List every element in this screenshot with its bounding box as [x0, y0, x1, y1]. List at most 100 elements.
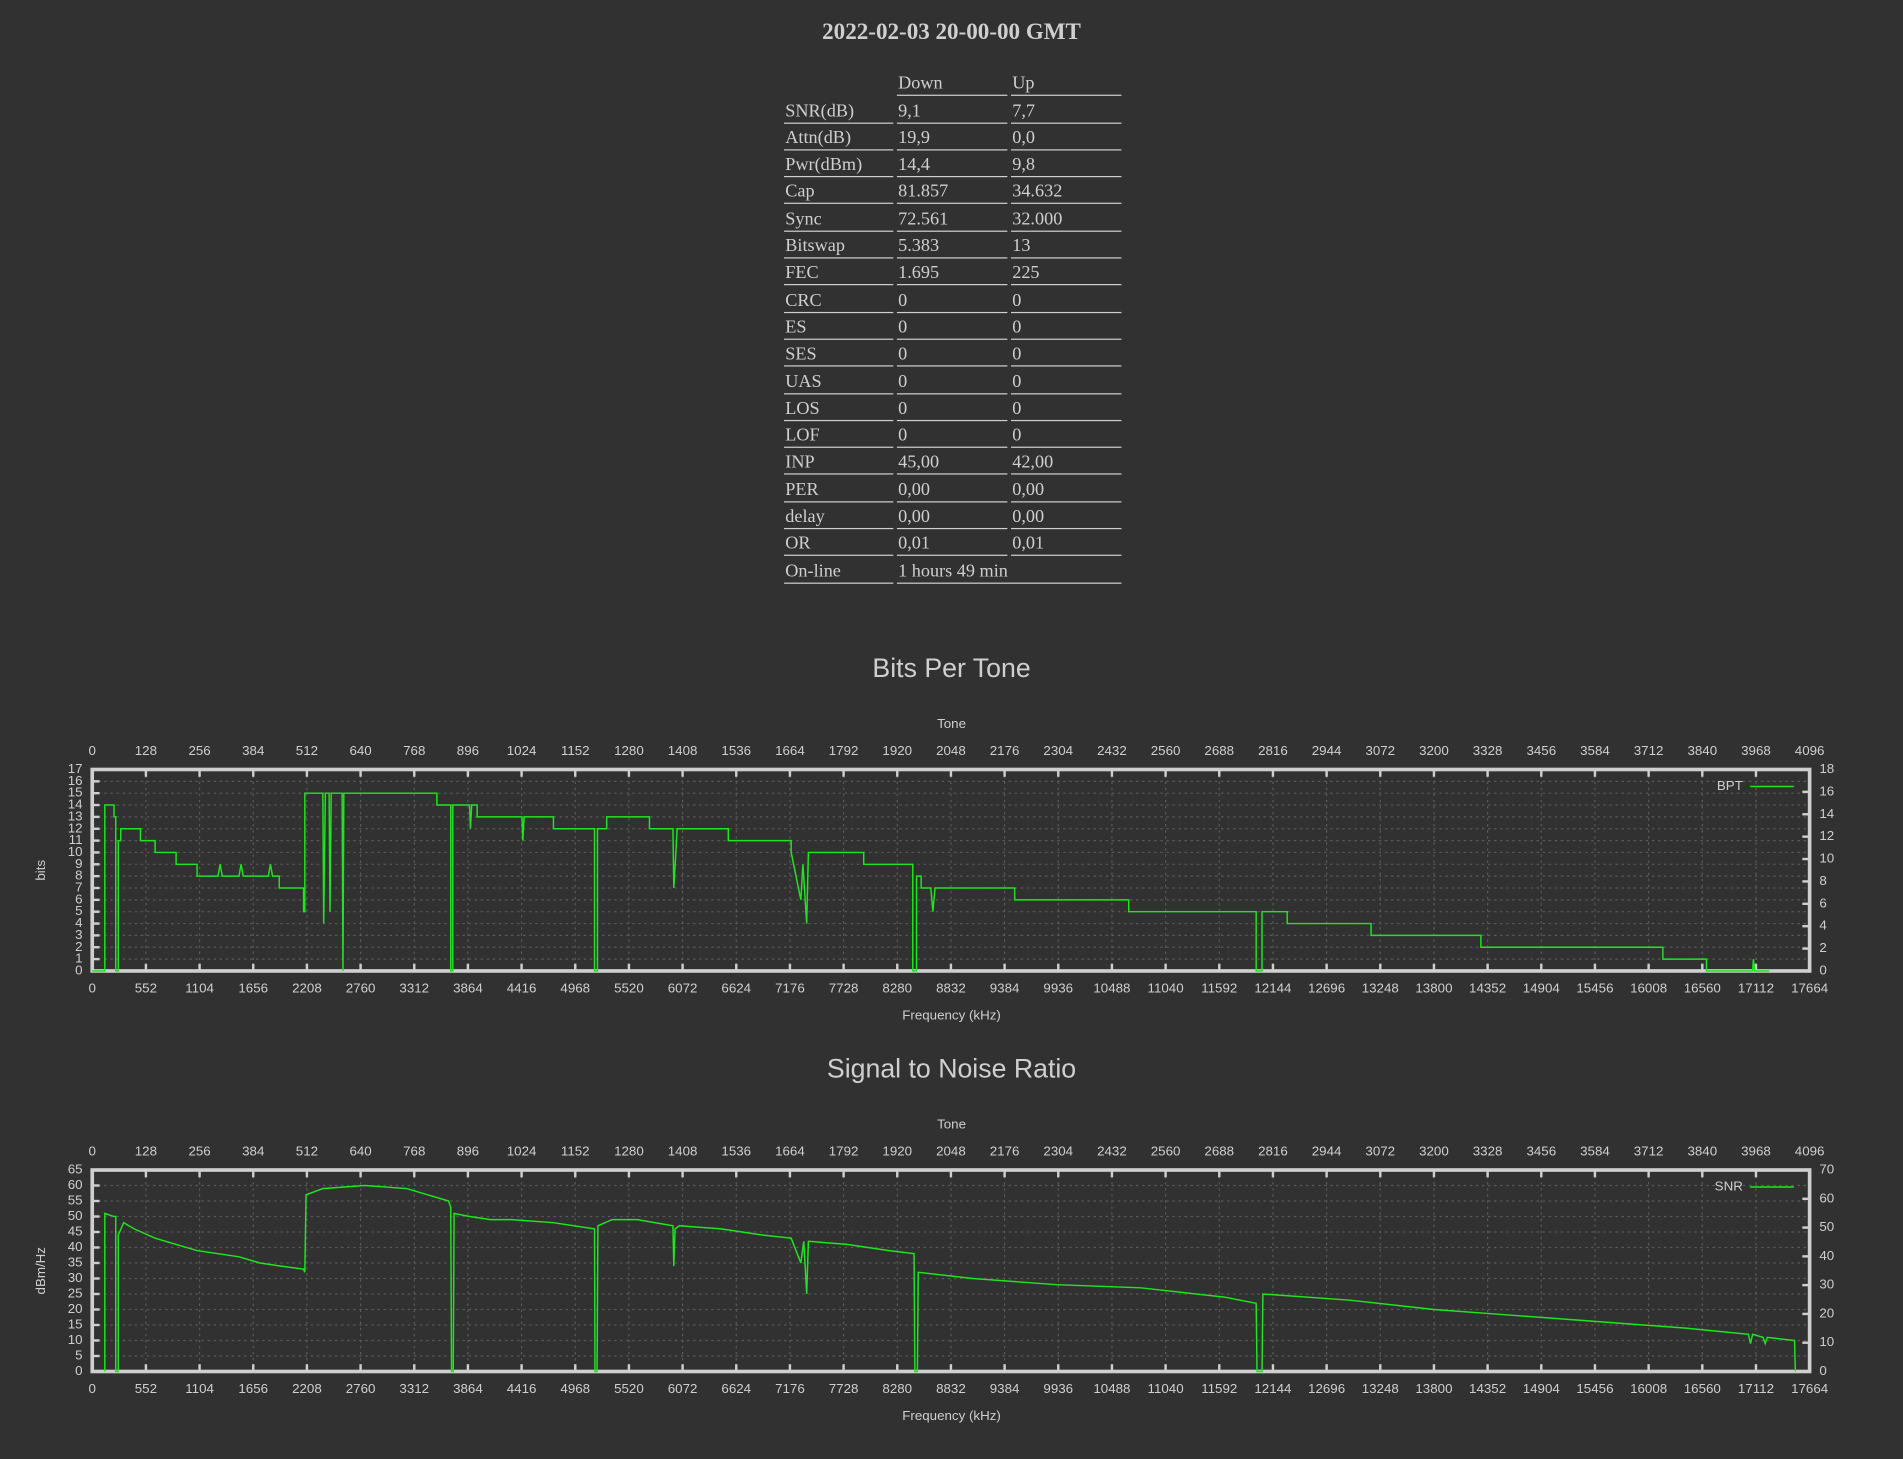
table-cell: 0 [896, 394, 1008, 421]
y2-tick-label: 8 [1819, 873, 1826, 888]
x2-tick-label: 1280 [614, 1143, 644, 1158]
table-cell: SNR(dB) [784, 96, 894, 124]
x-tick-label: 9936 [1043, 1381, 1073, 1396]
table-row: LOS 0 0 [784, 394, 1122, 421]
x-tick-label: 3312 [399, 981, 429, 996]
x2-tick-label: 1152 [561, 743, 590, 758]
x-tick-label: 9384 [990, 1381, 1020, 1396]
table-row: SES 0 0 [784, 340, 1122, 367]
x-tick-label: 10488 [1093, 1381, 1130, 1396]
y2-tick-label: 40 [1819, 1248, 1834, 1263]
x-tick-label: 4416 [507, 1381, 537, 1396]
y-tick-label: 2 [75, 939, 82, 954]
x-tick-label: 4416 [507, 981, 537, 996]
x-tick-label: 2208 [292, 981, 322, 996]
table-cell: FEC [784, 259, 894, 286]
table-row: FEC 1.695 225 [784, 259, 1122, 286]
x-tick-label: 11040 [1148, 981, 1184, 996]
x-tick-label: 12696 [1308, 1381, 1345, 1396]
x-tick-label: 15456 [1576, 1381, 1613, 1396]
x-tick-label: 11040 [1148, 1381, 1184, 1396]
legend-label: BPT [1717, 778, 1743, 793]
table-cell: LOS [784, 394, 894, 421]
x2-tick-label: 3072 [1365, 743, 1395, 758]
x-tick-label: 3864 [453, 981, 483, 996]
x2-tick-label: 2688 [1204, 1143, 1234, 1158]
table-cell: 7,7 [1011, 96, 1122, 124]
table-header-row: Down Up [784, 69, 1122, 97]
x-tick-label: 17664 [1791, 1381, 1829, 1396]
x2-tick-label: 1792 [829, 743, 859, 758]
table-cell: 0 [1011, 421, 1122, 449]
x-tick-label: 552 [135, 1381, 157, 1396]
x-tick-label: 13800 [1415, 981, 1452, 996]
x2-tick-label: 2688 [1204, 743, 1234, 758]
x-tick-label: 7728 [829, 981, 859, 996]
table-row: CRC 0 0 [784, 286, 1122, 313]
y-tick-label: 6 [75, 891, 82, 906]
y-tick-label: 3 [75, 927, 82, 942]
x2-tick-label: 1280 [614, 743, 644, 758]
y2-tick-label: 0 [1819, 1363, 1826, 1378]
x2-tick-label: 768 [403, 743, 425, 758]
table-row: Sync 72.561 32.000 [784, 204, 1122, 232]
x2-tick-label: 384 [242, 743, 265, 758]
x-tick-label: 16008 [1630, 1381, 1667, 1396]
x2-tick-label: 128 [135, 743, 157, 758]
y-tick-label: 8 [75, 868, 82, 883]
y-tick-label: 60 [68, 1177, 83, 1192]
table-cell: 34.632 [1011, 177, 1122, 205]
x-tick-label: 3864 [453, 1381, 483, 1396]
y2-tick-label: 18 [1819, 761, 1834, 776]
x-tick-label: 5520 [614, 1381, 644, 1396]
table-row: Bitswap 5.383 13 [784, 232, 1122, 259]
table-cell: LOF [784, 421, 894, 449]
table-cell: 0 [896, 421, 1008, 449]
y2-tick-label: 4 [1819, 918, 1827, 933]
x2-tick-label: 256 [188, 743, 210, 758]
table-cell: 9,8 [1011, 150, 1122, 178]
table-row: ES 0 0 [784, 313, 1122, 340]
chart-title: Signal to Noise Ratio [827, 1054, 1076, 1084]
y2-tick-label: 60 [1819, 1190, 1834, 1205]
x2-tick-label: 3712 [1634, 1143, 1664, 1158]
table-cell: ES [784, 313, 894, 340]
x2-tick-label: 2432 [1097, 1143, 1127, 1158]
y2-tick-label: 50 [1819, 1219, 1834, 1234]
table-cell: 45,00 [896, 448, 1008, 476]
x-axis-label: Frequency (kHz) [902, 1408, 1001, 1423]
y-tick-label: 13 [68, 808, 83, 823]
table-cell: CRC [784, 286, 894, 313]
x-tick-label: 8280 [882, 1381, 912, 1396]
x-tick-label: 1104 [185, 1381, 214, 1396]
x-axis-label: Frequency (kHz) [902, 1007, 1001, 1022]
x2-tick-label: 512 [296, 743, 318, 758]
x-tick-label: 0 [89, 981, 96, 996]
x-tick-label: 8832 [936, 981, 966, 996]
table-cell: 72.561 [896, 204, 1008, 232]
y2-tick-label: 12 [1819, 828, 1834, 843]
x-tick-label: 16008 [1630, 981, 1667, 996]
x2-tick-label: 128 [135, 1143, 157, 1158]
table-cell: 1 hours 49 min [896, 556, 1122, 584]
x-tick-label: 12696 [1308, 981, 1345, 996]
plot-frame [90, 767, 1812, 973]
x-tick-label: 15456 [1576, 981, 1613, 996]
table-row: PER 0,00 0,00 [784, 475, 1122, 503]
table-cell: INP [784, 448, 894, 476]
table-cell: 0,0 [1011, 123, 1122, 151]
y-tick-label: 1 [75, 951, 82, 966]
table-cell: 9,1 [896, 96, 1008, 124]
y-tick-label: 15 [68, 1317, 83, 1332]
x-tick-label: 6624 [721, 1381, 751, 1396]
y-tick-label: 7 [75, 880, 82, 895]
table-cell: Bitswap [784, 232, 894, 259]
x-tick-label: 14352 [1469, 981, 1506, 996]
x-tick-label: 7728 [829, 1381, 859, 1396]
table-cell: 0 [896, 313, 1008, 340]
x2-tick-label: 2944 [1312, 1143, 1342, 1158]
table-row: OR 0,01 0,01 [784, 529, 1122, 557]
x-tick-label: 12144 [1254, 981, 1292, 996]
x2-tick-label: 3456 [1526, 743, 1556, 758]
